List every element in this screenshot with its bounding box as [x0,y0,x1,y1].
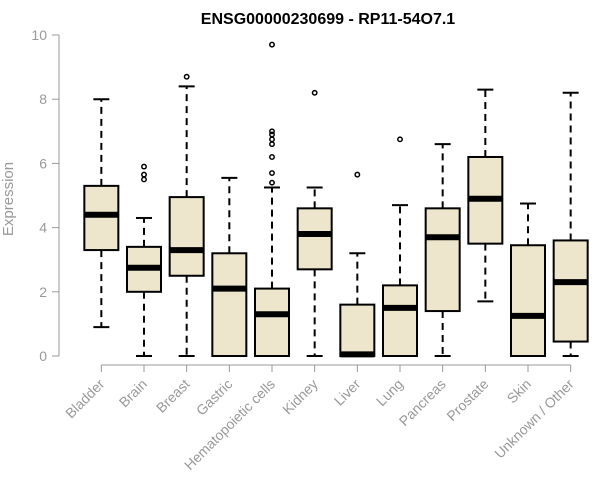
y-tick-label: 0 [39,348,47,364]
x-tick-label: Lung [373,376,406,409]
box-bladder [83,98,120,329]
outlier-point [269,154,275,160]
box-body [168,196,205,277]
outlier-point [183,73,190,80]
box-body [424,207,461,313]
box-unknown-other [552,91,589,357]
outlier-point [141,163,147,170]
x-tick-label: Prostate [443,376,491,424]
box-brain [126,163,162,357]
x-tick-label: Kidney [279,376,321,418]
x-tick-label: Skin [504,376,535,407]
box-body [552,239,589,343]
x-tick-label: Breast [153,376,193,416]
y-tick-label: 8 [39,91,47,107]
box-skin [510,202,546,358]
outlier-point [354,171,361,178]
box-lung [382,136,418,358]
box-gastric [211,176,248,357]
x-tick-label: Liver [331,376,364,409]
y-axis: 0 2 4 6 8 10 [31,27,60,364]
box-body [510,244,546,358]
outlier-point [269,128,275,135]
box-prostate [467,88,504,303]
boxes-group [83,41,589,358]
y-tick-label: 4 [39,220,47,236]
outlier-point [141,176,147,183]
outlier-point [397,136,403,143]
chart-title: ENSG00000230699 - RP11-54O7.1 [201,11,456,28]
x-tick-label: Gastric [193,376,236,419]
outlier-point [141,171,147,178]
box-body [83,184,120,252]
outlier-point [269,131,275,138]
y-tick-label: 10 [31,27,47,43]
y-tick-label: 6 [39,155,47,171]
box-body [211,252,248,357]
x-tick-label: Brain [116,376,150,410]
box-kidney [296,89,333,357]
outlier-point [269,136,275,143]
box-hematopoietic-cells [254,41,290,357]
box-body [382,284,418,358]
box-liver [339,171,376,358]
outlier-point [269,41,275,48]
y-tick-label: 2 [39,284,47,300]
box-pancreas [424,143,461,357]
x-tick-label: Unknown / Other [491,376,577,462]
box-body [254,287,290,357]
box-body [339,303,376,358]
box-breast [168,73,205,357]
x-tick-label: Bladder [62,376,108,422]
outlier-point [269,170,275,176]
outlier-point [269,179,275,186]
outlier-point [311,89,318,96]
x-tick-label: Pancreas [396,376,449,429]
outlier-point [269,141,275,148]
box-body [296,207,333,271]
y-axis-label: Expression [0,162,17,236]
